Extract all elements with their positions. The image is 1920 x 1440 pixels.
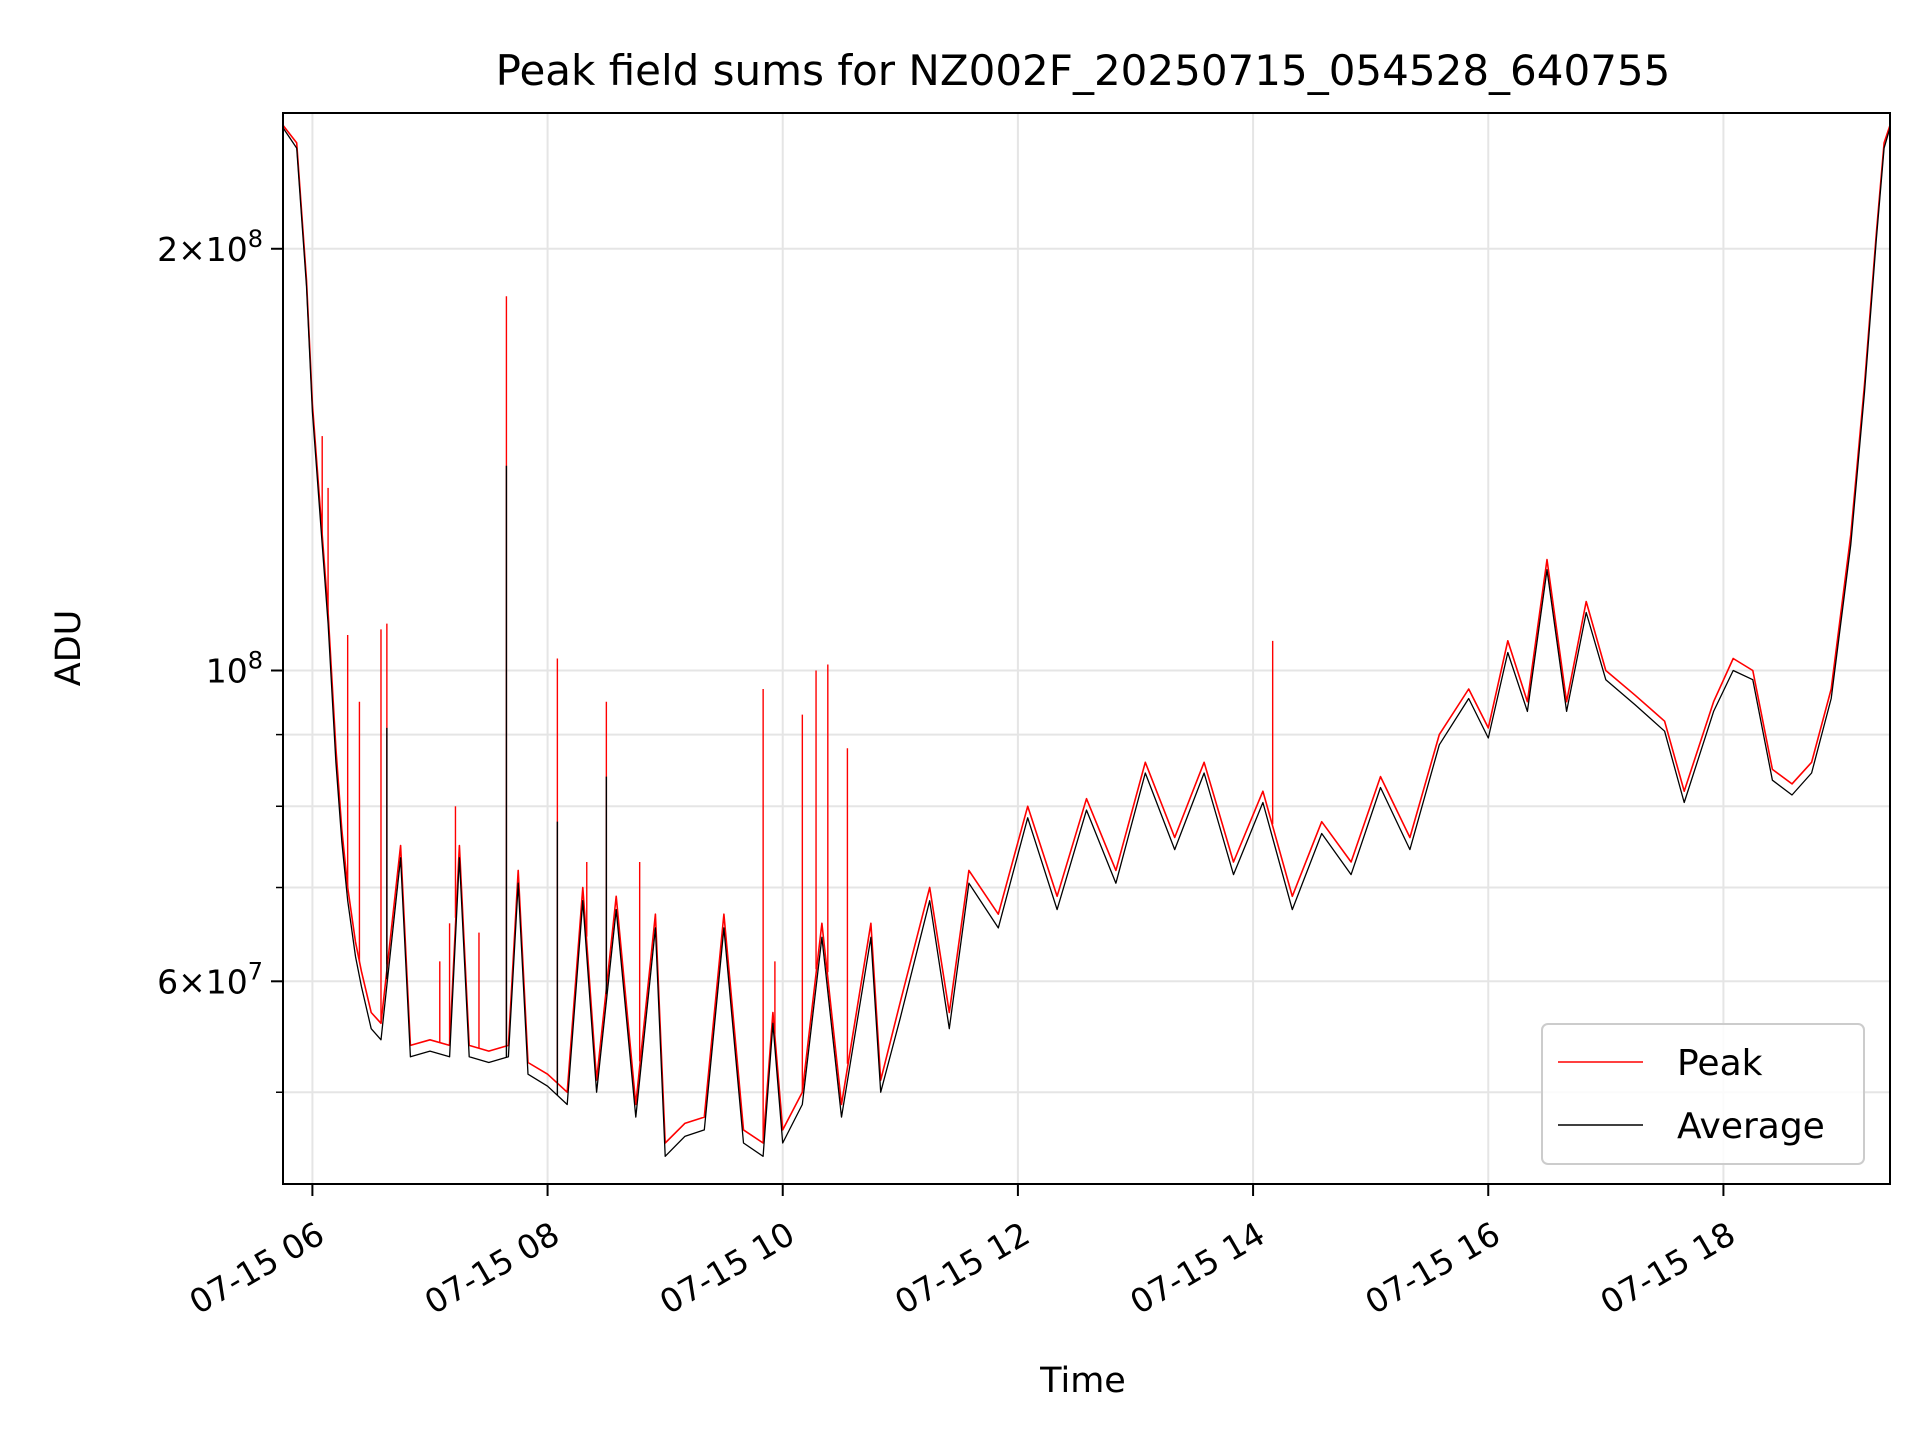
- y-tick-exponent: 8: [248, 647, 263, 675]
- y-tick-label: 2×108: [157, 225, 263, 269]
- y-tick-exponent: 8: [248, 225, 263, 253]
- legend-peak-label: Peak: [1677, 1043, 1763, 1084]
- y-tick-base: 10: [206, 230, 248, 269]
- legend: Peak Average: [1541, 1023, 1865, 1165]
- y-tick-exponent: 7: [248, 957, 263, 985]
- y-axis-label: ADU: [49, 610, 89, 687]
- series-layer: [282, 124, 1891, 1157]
- y-tick-label: 108: [206, 647, 263, 691]
- series-line-peak: [282, 124, 1891, 1144]
- grid: [283, 113, 1890, 1184]
- x-axis-label: Time: [1039, 1361, 1126, 1401]
- plot-frame: [282, 112, 1891, 1185]
- legend-box: [1541, 1023, 1865, 1165]
- y-tick-times: ×: [178, 962, 206, 1001]
- y-tick-mantissa: 6: [157, 962, 178, 1001]
- chart-title: Peak field sums for NZ002F_20250715_0545…: [496, 46, 1671, 95]
- series-line-average: [282, 127, 1891, 1157]
- y-tick-base: 10: [206, 652, 248, 691]
- y-tick-mantissa: 2: [157, 230, 178, 269]
- legend-average-label: Average: [1677, 1106, 1825, 1147]
- y-tick-base: 10: [206, 962, 248, 1001]
- y-tick-times: ×: [178, 230, 206, 269]
- y-tick-label: 6×107: [157, 957, 263, 1001]
